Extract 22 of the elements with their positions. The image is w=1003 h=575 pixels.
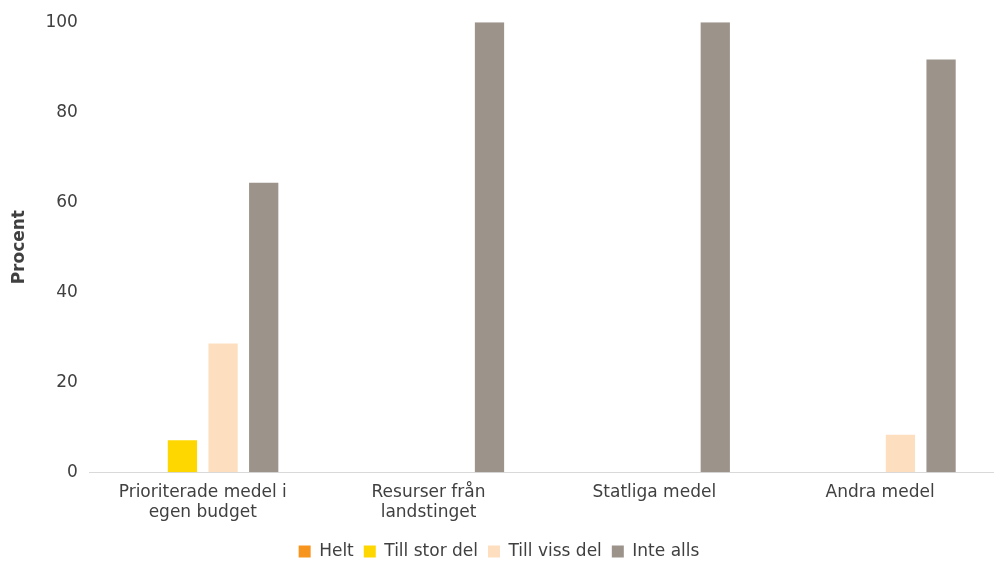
y-tick-label: 40 <box>56 280 78 301</box>
bar <box>926 59 956 473</box>
bar <box>700 22 730 473</box>
y-tick-label: 80 <box>56 100 78 121</box>
x-tick-label: Resurser från landstinget <box>371 480 486 522</box>
y-tick-label: 100 <box>45 10 78 31</box>
legend-label: Till viss del <box>507 539 602 560</box>
legend-label: Till stor del <box>383 539 479 560</box>
legend-label: Helt <box>319 539 355 560</box>
y-axis-title: Procent <box>7 210 28 285</box>
y-tick-label: 20 <box>56 370 78 391</box>
y-tick-label: 60 <box>56 190 78 211</box>
bar <box>885 434 916 473</box>
x-tick-label: Prioriterade medel i egen budget <box>118 480 287 522</box>
x-tick-label: Andra medel <box>825 480 935 501</box>
x-tick-label: Statliga medel <box>592 480 717 501</box>
y-tick-label: 0 <box>67 460 78 481</box>
bar <box>167 440 198 473</box>
bar <box>249 182 279 473</box>
bar <box>474 22 505 473</box>
bar <box>208 343 238 473</box>
legend-label: Inte alls <box>632 539 700 560</box>
